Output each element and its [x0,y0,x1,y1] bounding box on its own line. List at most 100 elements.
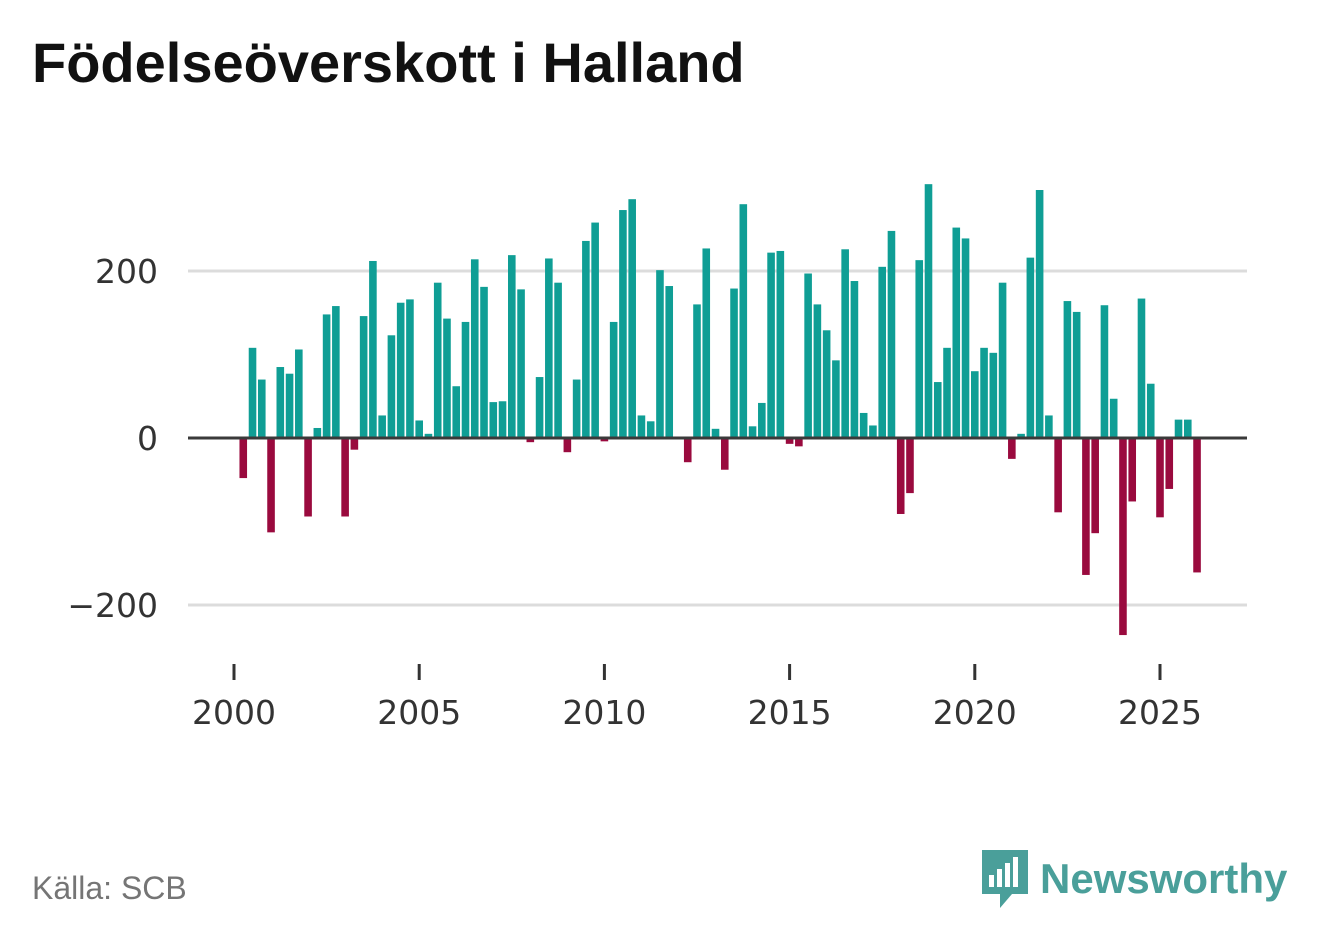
x-tick-label: 2025 [1118,693,1202,732]
bar-positive [480,286,488,438]
bar-negative [1091,438,1099,534]
bar-positive [961,238,970,438]
bar-positive [619,210,627,438]
bar-positive [285,373,294,438]
bar-positive [646,421,655,438]
bar-positive [915,260,924,438]
y-tick-label: 200 [95,252,158,291]
y-tick-label: −200 [67,586,158,625]
bar-positive [702,248,711,438]
bar-negative [350,438,359,450]
bar-positive [1017,433,1025,438]
bar-negative [600,438,609,442]
bar-positive [665,286,674,438]
bar-positive [396,302,405,438]
bar-positive [1183,419,1192,438]
bar-negative [1193,438,1201,573]
bar-positive [554,282,562,438]
bar-positive [1063,301,1072,438]
bar-positive [832,360,840,438]
bar-negative [1008,438,1016,459]
bar-positive [470,259,479,438]
bar-positive [517,289,525,438]
bar-positive [933,382,942,438]
bar-positive [572,379,581,438]
bar-positive [924,184,933,438]
source-label: Källa: SCB [32,870,187,906]
bar-positive [461,321,470,438]
grid-layer [188,269,1247,607]
bar-positive [822,330,831,438]
bar-positive [1026,257,1035,438]
bar-negative [1119,438,1127,636]
y-tick-label: 0 [137,419,158,458]
brand-name: Newsworthy [1040,855,1288,902]
bar-positive [998,282,1007,438]
bar-positive [406,299,414,438]
bar-positive [980,347,988,438]
bar-negative [1054,438,1062,513]
bar-negative [1082,438,1090,575]
bar-negative [563,438,572,453]
bar-positive [1072,311,1081,438]
bar-positive [332,306,340,438]
bar-positive [295,349,303,438]
bar-positive [758,402,766,438]
bars-layer [239,184,1201,636]
bar-negative [526,438,535,443]
bar-positive [387,335,396,438]
bar-positive [424,433,433,438]
bar-positive [369,260,377,438]
bar-positive [878,266,886,438]
bar-positive [767,252,775,438]
x-tick-label: 2005 [377,693,461,732]
bar-positive [711,428,720,438]
bar-negative [720,438,729,470]
bar-positive [545,258,553,438]
bar-positive [804,273,812,438]
bar-positive [813,304,822,438]
bar-negative [239,438,248,479]
bar-positive [1100,305,1109,438]
bar-positive [359,316,368,438]
bar-negative [1156,438,1164,518]
bar-positive [693,304,701,438]
bar-positive [887,230,896,438]
bar-positive [850,281,859,438]
bar-negative [683,438,692,463]
bar-positive [378,415,386,438]
bar-positive [628,199,636,438]
x-tick-label: 2010 [562,693,646,732]
bar-positive [656,270,664,438]
bar-negative [1165,438,1174,489]
bar-negative [785,438,794,444]
bar-positive [535,377,544,438]
bar-positive [248,347,257,438]
bar-positive [739,204,748,438]
bar-positive [609,321,618,438]
bar-positive [952,227,961,438]
bar-positive [1146,383,1155,438]
bar-negative [304,438,312,517]
bar-positive [276,367,285,438]
bar-positive [637,415,646,438]
bar-positive [869,425,877,438]
bar-positive [1174,419,1183,438]
bar-positive [498,401,507,438]
bar-positive [1109,398,1118,438]
bar-positive [1045,415,1053,438]
bar-positive [1137,298,1146,438]
newsworthy-logo[interactable]: Newsworthy [980,848,1287,910]
bar-positive [433,282,442,438]
bar-positive [1035,190,1044,438]
bar-positive [322,314,331,438]
bar-negative [267,438,275,533]
x-tick-label: 2020 [933,693,1017,732]
bar-positive [748,426,757,438]
bar-negative [1128,438,1137,502]
newsworthy-logo-icon [982,850,1028,908]
chart-title: Födelseöverskott i Halland [32,31,745,94]
bar-positive [971,371,979,438]
bar-positive [776,250,785,438]
bar-positive [989,352,998,438]
